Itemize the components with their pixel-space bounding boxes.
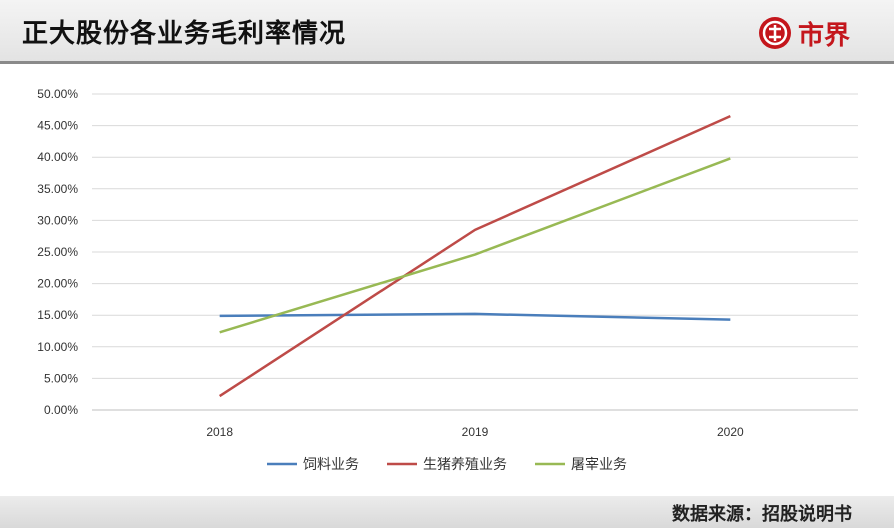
y-tick-label: 10.00% [37, 340, 78, 354]
brand-name: 市界 [797, 20, 850, 51]
line-chart: 0.00% 5.00% 10.00% 15.00% 20.00% 25.00% 30.00%… [37, 87, 858, 473]
legend-label: 饲料业务 [303, 457, 359, 473]
series-line-1 [218, 114, 731, 398]
x-axis-ticks: 2018 2019 2020 [206, 425, 744, 439]
y-tick-label: 45.00% [37, 119, 78, 133]
legend-label: 生猪养殖业务 [423, 456, 507, 473]
y-tick-label: 15.00% [37, 308, 78, 322]
legend: 饲料业务 生猪养殖业务 屠宰业务 [267, 456, 627, 473]
y-tick-label: 30.00% [37, 213, 78, 227]
series-line-2 [219, 157, 731, 334]
series-line-0 [219, 312, 731, 321]
y-tick-label: 0.00% [44, 403, 78, 417]
header-bar: 正大股份各业务毛利率情况 市界 [0, 0, 894, 64]
x-tick-label: 2018 [206, 425, 233, 439]
data-source: 数据来源：招股说明书 [672, 504, 852, 525]
y-tick-label: 50.00% [37, 87, 78, 101]
y-tick-label: 25.00% [37, 245, 78, 259]
series-lines [218, 114, 731, 398]
gridlines [92, 93, 858, 411]
x-tick-label: 2019 [462, 425, 489, 439]
brand: 市界 [758, 14, 850, 52]
page-title: 正大股份各业务毛利率情况 [22, 19, 347, 49]
legend-label: 屠宰业务 [571, 457, 627, 473]
footer-bar: 数据来源：招股说明书 [0, 496, 894, 528]
y-tick-label: 35.00% [37, 182, 78, 196]
brand-logo-icon [758, 17, 791, 49]
y-axis-ticks: 0.00% 5.00% 10.00% 15.00% 20.00% 25.00% 30.00%… [37, 87, 78, 417]
y-tick-label: 20.00% [37, 277, 78, 291]
y-tick-label: 40.00% [37, 150, 78, 164]
x-tick-label: 2020 [717, 425, 744, 439]
y-tick-label: 5.00% [44, 371, 78, 385]
